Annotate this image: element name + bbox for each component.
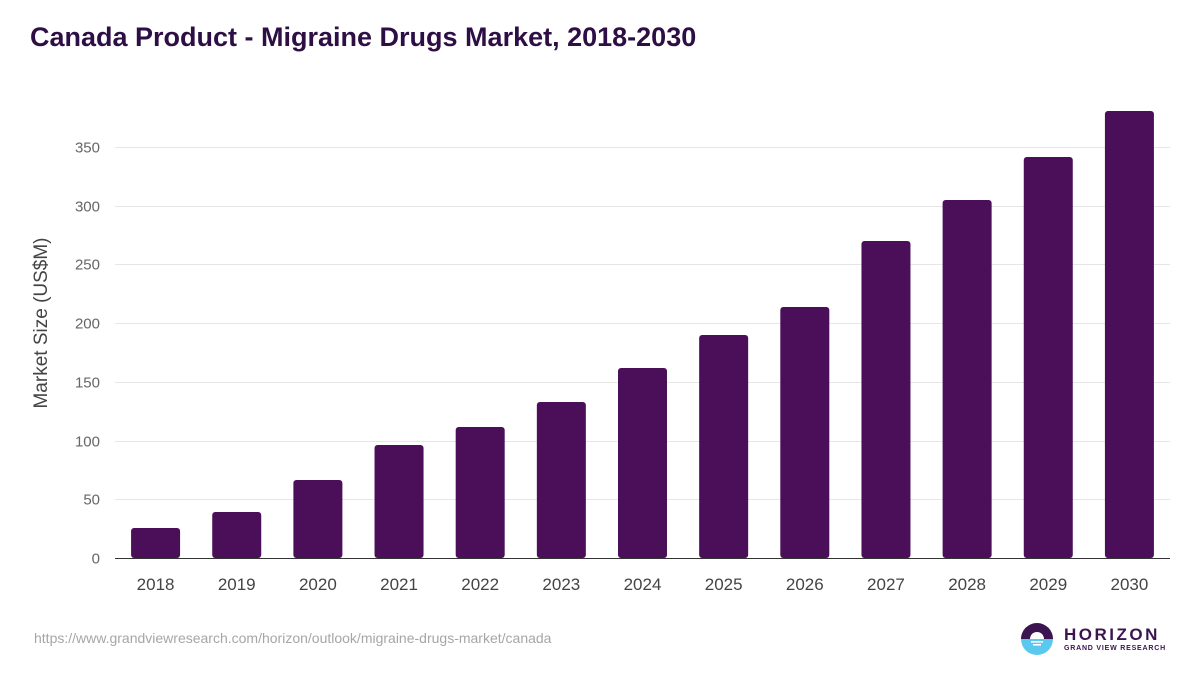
x-axis-ticks: 2018 2019 2020 2021 2022 2023 2024 2025 2026 2027…	[137, 575, 1149, 594]
chart-title: Canada Product - Migraine Drugs Market, …	[30, 22, 697, 52]
x-tick-label: 2030	[1111, 575, 1149, 594]
x-tick-label: 2026	[786, 575, 824, 594]
y-tick-label: 150	[75, 375, 100, 392]
source-link[interactable]: https://www.grandviewresearch.com/horizo…	[34, 630, 552, 646]
logo-name: HORIZON	[1064, 625, 1160, 644]
bar-2024	[618, 368, 667, 558]
bar-2019	[212, 511, 262, 558]
y-tick-label: 100	[75, 434, 100, 451]
bars	[131, 110, 1154, 559]
y-axis-label: Market Size (US$M)	[31, 237, 52, 408]
x-tick-label: 2025	[705, 575, 743, 594]
bar-2018	[131, 528, 181, 558]
bar-2020	[293, 480, 343, 558]
x-tick-label: 2027	[867, 575, 905, 594]
y-tick-label: 350	[75, 140, 100, 157]
y-tick-label: 200	[75, 316, 100, 333]
bar-2029	[1023, 156, 1073, 558]
x-tick-label: 2028	[948, 575, 986, 594]
x-tick-label: 2018	[137, 575, 175, 594]
bar-2026	[780, 306, 830, 558]
bar-2023	[536, 402, 586, 558]
horizon-logo: HORIZON GRAND VIEW RESEARCH	[1020, 622, 1166, 656]
x-tick-label: 2024	[624, 575, 662, 594]
bar-2027	[861, 240, 911, 558]
x-tick-label: 2022	[461, 575, 499, 594]
bar-2028	[942, 199, 992, 559]
y-tick-label: 0	[92, 551, 100, 568]
x-tick-label: 2020	[299, 575, 337, 594]
y-axis-ticks: 0 50 100 150 200 250 300 350	[75, 140, 100, 568]
x-tick-label: 2023	[542, 575, 580, 594]
y-tick-label: 300	[75, 199, 100, 216]
logo-subtitle: GRAND VIEW RESEARCH	[1064, 645, 1166, 652]
bar-2030	[1104, 110, 1154, 558]
y-tick-label: 50	[83, 492, 100, 509]
x-tick-label: 2019	[218, 575, 256, 594]
bar-2021	[374, 445, 424, 558]
x-tick-label: 2021	[380, 575, 418, 594]
bar-2022	[455, 426, 505, 558]
bar-2025	[699, 335, 749, 558]
horizon-logo-icon	[1021, 623, 1053, 655]
x-tick-label: 2029	[1029, 575, 1067, 594]
y-tick-label: 250	[75, 257, 100, 274]
